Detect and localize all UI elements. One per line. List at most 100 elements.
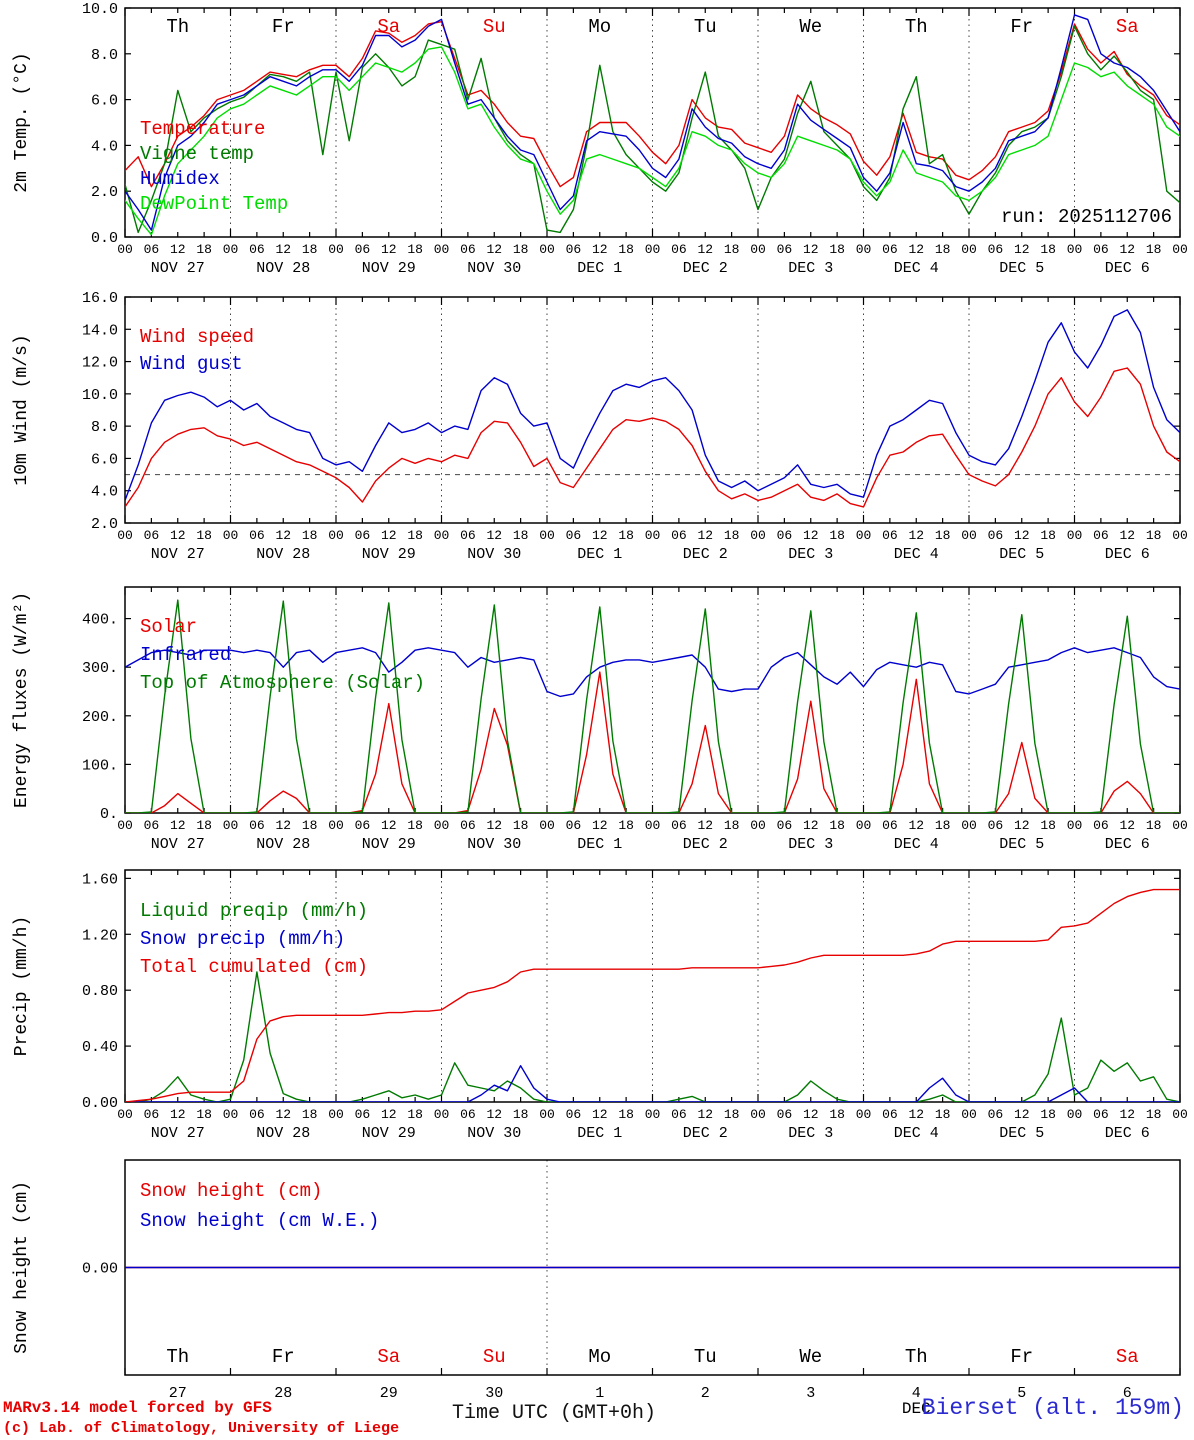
y-axis-title: 10m Wind (m/s): [12, 334, 32, 485]
station-label: Bierset (alt. 159m): [921, 1395, 1184, 1421]
legend-snow-height-cm-w-e: Snow height (cm W.E.): [140, 1210, 379, 1232]
legend-liquid-preqip-mm-h: Liquid preqip (mm/h): [140, 900, 368, 922]
day-number-label: 2: [701, 1385, 710, 1402]
legend-top-of-atmosphere-solar: Top of Atmosphere (Solar): [140, 672, 425, 694]
x-date-label: DEC 4: [894, 546, 939, 563]
x-hour-label: 06: [882, 818, 898, 833]
x-hour-label: 18: [302, 818, 318, 833]
x-hour-label: 06: [249, 1107, 265, 1122]
x-date-label: DEC 6: [1105, 1125, 1150, 1142]
x-date-label: NOV 28: [256, 260, 310, 277]
panel-2m-temp-c: 0.0 2.0 4.0 6.0 8.0 10.0 Temperature Vigne temp…: [12, 1, 1188, 277]
x-hour-label: 06: [460, 528, 476, 543]
x-date-label: DEC 4: [894, 260, 939, 277]
x-hour-label: 18: [829, 528, 845, 543]
x-hour-label: 00: [645, 242, 661, 257]
y-tick-label: 400.: [82, 612, 118, 629]
x-hour-label: 12: [486, 1107, 502, 1122]
x-hour-label: 06: [777, 528, 793, 543]
lab-credit: (c) Lab. of Climatology, University of L…: [3, 1420, 400, 1437]
x-date-label: DEC 2: [683, 260, 728, 277]
x-hour-label: 18: [1040, 242, 1056, 257]
x-hour-label: 18: [302, 528, 318, 543]
x-hour-label: 06: [460, 242, 476, 257]
series-group: [125, 309, 1180, 508]
x-hour-label: 12: [908, 1107, 924, 1122]
x-hour-label: 12: [170, 1107, 186, 1122]
day-name-label: Fr: [1010, 1346, 1033, 1368]
day-name-label: We: [799, 1346, 822, 1368]
x-date-label: DEC 4: [894, 836, 939, 853]
x-hour-label: 12: [803, 528, 819, 543]
day-name-label: Su: [483, 16, 506, 38]
x-hour-label: 00: [645, 818, 661, 833]
x-hour-label: 00: [961, 1107, 977, 1122]
panel-frame: [124, 7, 1181, 238]
x-hour-label: 06: [1093, 1107, 1109, 1122]
series-temperature-line: [125, 21, 1180, 188]
y-tick-label: 8.0: [91, 419, 118, 436]
y-tick-label: 14.0: [82, 322, 118, 339]
x-hour-label: 06: [249, 818, 265, 833]
x-hour-label: 12: [1014, 528, 1030, 543]
x-hour-label: 00: [961, 242, 977, 257]
y-tick-label: 10.0: [82, 1, 118, 18]
x-hour-label: 12: [1119, 528, 1135, 543]
x-hour-label: 18: [1040, 1107, 1056, 1122]
series-group: [125, 14, 1180, 236]
x-hour-label: 12: [170, 528, 186, 543]
x-hour-label: 00: [117, 242, 133, 257]
x-hour-label: 00: [328, 242, 344, 257]
series-liquid-preqip-mm-h-line: [125, 971, 1180, 1102]
x-hour-label: 00: [223, 528, 239, 543]
x-hour-label: 12: [1119, 818, 1135, 833]
x-hour-label: 18: [829, 1107, 845, 1122]
day-name-label: Mo: [588, 16, 611, 38]
x-hour-label: 18: [1040, 818, 1056, 833]
x-hour-label: 06: [460, 818, 476, 833]
series-vigne-temp-line: [125, 25, 1180, 234]
x-date-label: DEC 5: [999, 260, 1044, 277]
legend-snow-precip-mm-h: Snow precip (mm/h): [140, 928, 345, 950]
x-hour-label: 06: [988, 1107, 1004, 1122]
x-hour-label: 06: [988, 818, 1004, 833]
series-infrared-line: [125, 647, 1180, 698]
x-hour-label: 12: [592, 242, 608, 257]
x-hour-label: 00: [1172, 1107, 1188, 1122]
x-date-label: DEC 2: [683, 546, 728, 563]
legend-vigne-temp: Vigne temp: [140, 143, 254, 165]
y-tick-label: 1.20: [82, 927, 118, 944]
day-name-label: Th: [905, 16, 928, 38]
y-tick-label: 16.0: [82, 290, 118, 307]
x-date-label: NOV 29: [362, 1125, 416, 1142]
day-name-label: Fr: [272, 1346, 295, 1368]
x-hour-label: 06: [566, 528, 582, 543]
x-hour-label: 18: [513, 818, 529, 833]
y-tick-label: 0.: [100, 806, 118, 823]
x-date-label: DEC 2: [683, 836, 728, 853]
x-hour-label: 00: [1067, 1107, 1083, 1122]
x-hour-label: 00: [645, 528, 661, 543]
x-hour-label: 06: [566, 1107, 582, 1122]
x-hour-label: 12: [275, 1107, 291, 1122]
run-label: run: 2025112706: [1000, 206, 1172, 228]
x-hour-label: 06: [355, 1107, 371, 1122]
x-hour-label: 12: [275, 242, 291, 257]
x-hour-label: 12: [908, 818, 924, 833]
day-name-label: Sa: [377, 1346, 400, 1368]
y-axis-title: Snow height (cm): [12, 1181, 32, 1354]
x-hour-label: 18: [724, 528, 740, 543]
x-hour-label: 12: [697, 1107, 713, 1122]
x-hour-label: 00: [1172, 242, 1188, 257]
x-hour-label: 06: [1093, 818, 1109, 833]
x-hour-label: 00: [1067, 528, 1083, 543]
x-hour-label: 18: [724, 818, 740, 833]
x-hour-label: 12: [592, 1107, 608, 1122]
x-hour-label: 06: [1093, 242, 1109, 257]
y-tick-label: 6.0: [91, 93, 118, 110]
x-hour-label: 06: [460, 1107, 476, 1122]
y-tick-label: 0.00: [82, 1095, 118, 1112]
x-date-label: NOV 29: [362, 836, 416, 853]
x-date-label: NOV 28: [256, 836, 310, 853]
